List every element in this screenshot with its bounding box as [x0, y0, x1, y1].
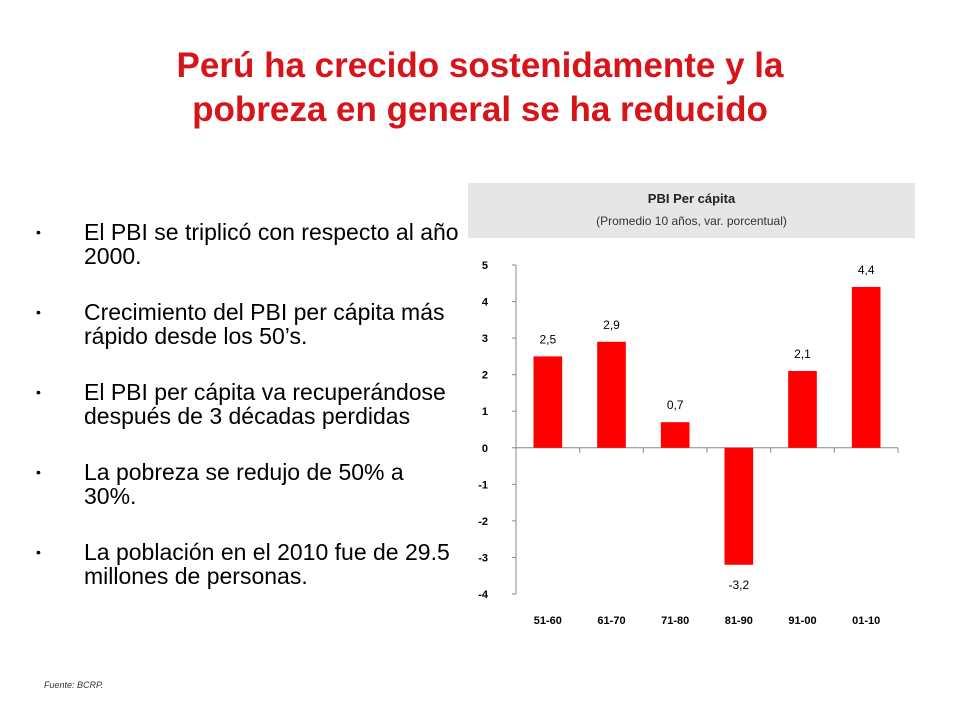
y-tick-label: 4 — [482, 297, 489, 309]
data-label: 2,9 — [603, 318, 620, 332]
x-tick-label: 91-00 — [788, 615, 816, 627]
bullet-item: • El PBI per cápita va recuperándose desp… — [32, 380, 462, 428]
x-tick-label: 61-70 — [597, 615, 625, 627]
data-label: 2,1 — [794, 347, 811, 361]
bullet-text: El PBI per cápita va recuperándose despu… — [84, 379, 446, 429]
y-tick-label: -4 — [478, 589, 489, 601]
bullet-dot-icon: • — [36, 304, 41, 320]
data-label: 0,7 — [667, 398, 684, 412]
x-tick-label: 51-60 — [534, 615, 562, 627]
chart-header: PBI Per cápita (Promedio 10 años, var. p… — [468, 183, 915, 238]
x-tick-label: 01-10 — [852, 615, 880, 627]
bullet-text: El PBI se triplicó con respecto al año 2… — [84, 219, 459, 269]
bar — [788, 371, 817, 448]
y-tick-label: -2 — [478, 516, 488, 528]
data-label: 2,5 — [539, 332, 556, 346]
bullet-item: • Crecimiento del PBI per cápita más rápi… — [32, 300, 462, 348]
y-tick-label: 3 — [482, 333, 488, 345]
bullet-dot-icon: • — [36, 224, 41, 240]
bullet-dot-icon: • — [36, 384, 41, 400]
bullet-text: La pobreza se redujo de 50% a 30%. — [84, 459, 404, 509]
y-tick-label: -1 — [478, 479, 488, 491]
slide-title-line-1: Perú ha crecido sostenidamente y la — [176, 46, 784, 85]
slide-title-line-2: pobreza en general se ha reducido — [192, 90, 768, 129]
bar — [660, 422, 690, 448]
data-label: 4,4 — [858, 263, 875, 277]
chart-title: PBI Per cápita — [647, 191, 736, 206]
bullet-item: • La pobreza se redujo de 50% a 30%. — [32, 460, 462, 508]
bullet-dot-icon: • — [36, 464, 41, 480]
y-tick-label: -3 — [478, 552, 488, 564]
bullet-dot-icon: • — [36, 544, 41, 560]
source-note: Fuente: BCRP. — [44, 680, 104, 690]
bar-chart: -4 -3 -2 -1 0 1 2 3 4 5 2,5 51-60 2,9 61-70 0,7 71-80 -3… — [478, 260, 899, 627]
y-tick-label: 0 — [482, 443, 488, 455]
chart-subtitle: (Promedio 10 años, var. porcentual) — [596, 214, 787, 228]
y-tick-label: 2 — [482, 370, 488, 382]
slide-title: Perú ha crecido sostenidamente y la pobr… — [60, 44, 900, 132]
bullet-list: • El PBI se triplicó con respecto al año … — [32, 220, 462, 620]
bullet-text: Crecimiento del PBI per cápita más rápid… — [84, 299, 445, 349]
x-tick-label: 71-80 — [661, 615, 689, 627]
y-tick-label: 1 — [482, 406, 488, 418]
data-label: -3,2 — [728, 578, 749, 592]
x-tick-label: 81-90 — [725, 615, 753, 627]
bullet-item: • La población en el 2010 fue de 29.5 mil… — [32, 540, 462, 588]
bar — [533, 356, 563, 448]
bullet-text: La población en el 2010 fue de 29.5 mill… — [84, 539, 450, 589]
bar — [851, 286, 881, 448]
y-tick-label: 5 — [482, 260, 488, 272]
bullet-item: • El PBI se triplicó con respecto al año … — [32, 220, 462, 268]
bar — [724, 447, 754, 565]
bar — [597, 341, 626, 448]
